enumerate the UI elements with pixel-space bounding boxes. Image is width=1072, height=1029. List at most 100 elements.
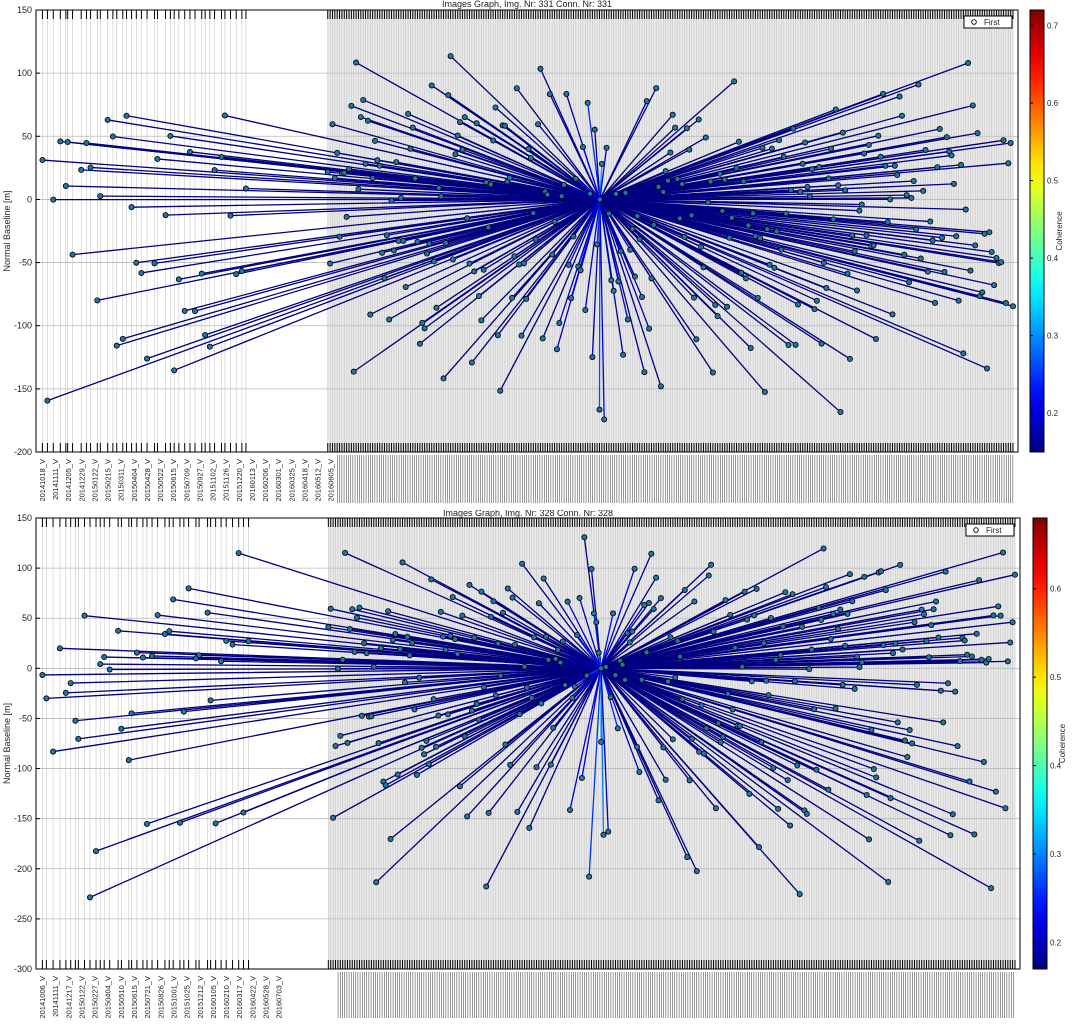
acquisition-point bbox=[769, 146, 774, 151]
acquisition-point bbox=[120, 336, 125, 341]
acquisition-point bbox=[935, 165, 940, 170]
acquisition-point bbox=[469, 708, 474, 713]
dense-date-labels bbox=[338, 972, 1013, 1018]
acquisition-point bbox=[833, 107, 838, 112]
acquisition-point bbox=[755, 295, 760, 300]
acquisition-point bbox=[661, 189, 666, 194]
acquisition-point bbox=[328, 261, 333, 266]
acquisition-point bbox=[419, 745, 424, 750]
acquisition-point bbox=[488, 614, 493, 619]
acquisition-point bbox=[529, 695, 534, 700]
acquisition-point bbox=[606, 211, 611, 216]
acquisition-point bbox=[926, 655, 931, 660]
acquisition-point bbox=[907, 727, 912, 732]
acquisition-point bbox=[895, 720, 900, 725]
acquisition-point bbox=[496, 641, 501, 646]
acquisition-point bbox=[455, 651, 460, 656]
acquisition-point bbox=[724, 304, 729, 309]
acquisition-point bbox=[838, 607, 843, 612]
acquisition-point bbox=[993, 789, 998, 794]
acquisition-point bbox=[508, 762, 513, 767]
acquisition-point bbox=[570, 696, 575, 701]
x-tick-label: 20151001_V bbox=[169, 976, 178, 1019]
acquisition-point bbox=[534, 765, 539, 770]
acquisition-point bbox=[98, 661, 103, 666]
acquisition-point bbox=[144, 821, 149, 826]
acquisition-point bbox=[917, 838, 922, 843]
acquisition-point bbox=[455, 133, 460, 138]
y-tick-label: 50 bbox=[22, 131, 32, 141]
acquisition-point bbox=[515, 809, 520, 814]
acquisition-point bbox=[717, 171, 722, 176]
acquisition-point bbox=[98, 193, 103, 198]
acquisition-point bbox=[602, 417, 607, 422]
acquisition-point bbox=[453, 637, 458, 642]
acquisition-point bbox=[491, 138, 496, 143]
acquisition-point bbox=[356, 187, 361, 192]
acquisition-point bbox=[847, 356, 852, 361]
acquisition-point bbox=[668, 635, 673, 640]
acquisition-point bbox=[637, 237, 642, 242]
acquisition-point bbox=[957, 659, 962, 664]
y-tick-label: -250 bbox=[14, 914, 32, 924]
acquisition-point bbox=[618, 249, 623, 254]
acquisition-point bbox=[975, 131, 980, 136]
acquisition-point bbox=[589, 566, 594, 571]
acquisition-point bbox=[512, 254, 517, 259]
acquisition-point bbox=[582, 535, 587, 540]
acquisition-point bbox=[450, 595, 455, 600]
acquisition-point bbox=[739, 270, 744, 275]
acquisition-point bbox=[966, 60, 971, 65]
acquisition-point bbox=[382, 276, 387, 281]
colorbar bbox=[1030, 10, 1044, 452]
acquisition-point bbox=[936, 635, 941, 640]
acquisition-point bbox=[387, 317, 392, 322]
acquisition-point bbox=[651, 606, 656, 611]
acquisition-point bbox=[916, 82, 921, 87]
acquisition-point bbox=[646, 600, 651, 605]
acquisition-point bbox=[967, 779, 972, 784]
acquisition-point bbox=[573, 176, 578, 181]
acquisition-point bbox=[972, 832, 977, 837]
acquisition-point bbox=[561, 182, 566, 187]
acquisition-point bbox=[502, 123, 507, 128]
acquisition-point bbox=[888, 197, 893, 202]
acquisition-point bbox=[962, 638, 967, 643]
acquisition-point bbox=[139, 270, 144, 275]
acquisition-point bbox=[368, 312, 373, 317]
acquisition-point bbox=[988, 886, 993, 891]
colorbar-tick-label: 0.2 bbox=[1047, 409, 1059, 418]
acquisition-point bbox=[493, 105, 498, 110]
acquisition-point bbox=[874, 775, 879, 780]
acquisition-point bbox=[644, 650, 649, 655]
acquisition-point bbox=[709, 562, 714, 567]
acquisition-point bbox=[116, 628, 121, 633]
acquisition-point bbox=[498, 388, 503, 393]
acquisition-point bbox=[402, 680, 407, 685]
acquisition-point bbox=[776, 138, 781, 143]
acquisition-point bbox=[155, 612, 160, 617]
acquisition-point bbox=[596, 650, 601, 655]
x-tick-label: 20150404_V bbox=[104, 976, 113, 1019]
acquisition-point bbox=[551, 725, 556, 730]
acquisition-point bbox=[725, 691, 730, 696]
acquisition-point bbox=[921, 188, 926, 193]
acquisition-point bbox=[994, 255, 999, 260]
acquisition-point bbox=[692, 599, 697, 604]
acquisition-point bbox=[973, 243, 978, 248]
acquisition-point bbox=[766, 692, 771, 697]
acquisition-point bbox=[472, 635, 477, 640]
colorbar bbox=[1033, 518, 1047, 969]
acquisition-point bbox=[632, 274, 637, 279]
acquisition-point bbox=[773, 657, 778, 662]
acquisition-point bbox=[469, 360, 474, 365]
y-tick-label: 100 bbox=[17, 68, 32, 78]
acquisition-point bbox=[243, 186, 248, 191]
acquisition-point bbox=[479, 318, 484, 323]
acquisition-point bbox=[826, 787, 831, 792]
acquisition-point bbox=[802, 140, 807, 145]
acquisition-point bbox=[890, 312, 895, 317]
acquisition-point bbox=[843, 188, 848, 193]
acquisition-point bbox=[787, 823, 792, 828]
acquisition-point bbox=[854, 654, 859, 659]
